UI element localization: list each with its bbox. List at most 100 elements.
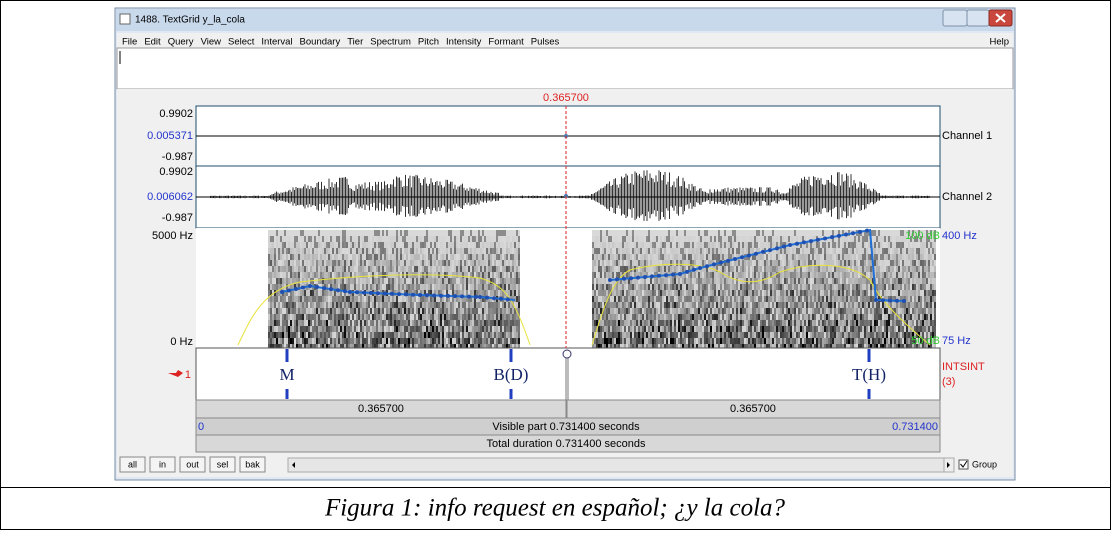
- spectrogram-cell: [646, 338, 648, 344]
- spectrogram-cell: [364, 314, 366, 320]
- spectrogram-cell: [722, 296, 724, 302]
- spectrogram-cell: [488, 320, 490, 326]
- spectrogram-cell: [338, 278, 340, 284]
- spectrogram-cell: [342, 266, 344, 272]
- spectrogram-cell: [670, 236, 672, 242]
- minimize-button[interactable]: [943, 10, 967, 26]
- spectrogram-cell: [498, 260, 500, 266]
- menu-item[interactable]: Intensity: [446, 37, 482, 48]
- spectrogram-cell: [616, 248, 618, 254]
- spectrogram-cell: [364, 284, 366, 290]
- spectrogram-cell: [402, 236, 404, 242]
- spectrogram-cell: [352, 230, 354, 236]
- maximize-button[interactable]: [967, 10, 989, 26]
- spectrogram-cell: [780, 254, 782, 260]
- spectrogram-cell: [428, 248, 430, 254]
- spectrogram-cell: [404, 260, 406, 266]
- spectrogram-cell: [298, 266, 300, 272]
- menu-item[interactable]: Query: [168, 37, 194, 48]
- spectrogram-cell: [722, 338, 724, 344]
- menu-item[interactable]: Select: [228, 37, 255, 48]
- spectrogram-cell: [710, 302, 712, 308]
- spectrogram-cell: [292, 290, 294, 296]
- menu-item[interactable]: Formant: [488, 37, 524, 48]
- spectrogram-cell: [708, 296, 710, 302]
- spectrogram-cell: [324, 332, 326, 338]
- spectrogram-cell: [420, 338, 422, 344]
- spectrogram-cell: [720, 302, 722, 308]
- menu-item[interactable]: Pitch: [418, 37, 439, 48]
- spectrogram-cell: [352, 242, 354, 248]
- menu-item[interactable]: Spectrum: [370, 37, 411, 48]
- spectrogram-cell: [326, 248, 328, 254]
- spectrogram-cell: [770, 260, 772, 266]
- spectrogram-cell: [410, 230, 412, 236]
- spectrogram-cell: [476, 242, 478, 248]
- spectrogram-cell: [282, 236, 284, 242]
- spectrogram-cell: [354, 296, 356, 302]
- spectrogram-cell: [366, 308, 368, 314]
- spectrogram-cell: [782, 254, 784, 260]
- spectrogram-cell: [726, 320, 728, 326]
- spectrogram-cell: [800, 290, 802, 296]
- spectrogram-cell: [724, 266, 726, 272]
- spectrogram-cell: [824, 290, 826, 296]
- menu-item[interactable]: View: [201, 37, 222, 48]
- spectrogram-cell: [602, 332, 604, 338]
- spectrogram-cell: [700, 326, 702, 332]
- spectrogram-cell: [286, 302, 288, 308]
- spectrogram-cell: [268, 284, 270, 290]
- menu-item[interactable]: Boundary: [300, 37, 341, 48]
- spectrogram-cell: [442, 236, 444, 242]
- spectrogram-cell: [460, 278, 462, 284]
- spectrogram-cell: [418, 320, 420, 326]
- spectrogram-cell: [364, 230, 366, 236]
- spectrogram-cell: [694, 272, 696, 278]
- spectrogram-cell: [826, 314, 828, 320]
- spectrogram-cell: [662, 320, 664, 326]
- spectrogram-cell: [738, 308, 740, 314]
- spectrogram-cell: [270, 320, 272, 326]
- spectrogram-cell: [758, 302, 760, 308]
- spectrogram-cell: [684, 278, 686, 284]
- spectrogram-cell: [740, 230, 742, 236]
- spectrogram-cell: [662, 248, 664, 254]
- menu-item[interactable]: Interval: [261, 37, 292, 48]
- menu-item[interactable]: File: [122, 37, 137, 48]
- spectrogram-cell: [312, 320, 314, 326]
- spectrogram-cell: [458, 320, 460, 326]
- spectrogram-cell: [496, 290, 498, 296]
- spectrogram-cell: [810, 320, 812, 326]
- spectrogram-cell: [474, 326, 476, 332]
- spectrogram-cell: [404, 308, 406, 314]
- spectrogram-cell: [804, 254, 806, 260]
- spectrogram-cell: [468, 230, 470, 236]
- text-field[interactable]: [117, 48, 1013, 89]
- menu-item[interactable]: Tier: [347, 37, 363, 48]
- spectrogram-cell: [338, 332, 340, 338]
- spectrogram-cell: [456, 230, 458, 236]
- spectrogram-cell: [710, 278, 712, 284]
- spectrogram-cell: [476, 260, 478, 266]
- spectrogram-cell: [360, 326, 362, 332]
- spectrogram-cell: [646, 260, 648, 266]
- spectrogram-cell: [616, 326, 618, 332]
- spectrogram-cell: [288, 242, 290, 248]
- menu-help[interactable]: Help: [989, 37, 1009, 48]
- spectrogram-cell: [366, 314, 368, 320]
- menu-item[interactable]: Edit: [144, 37, 161, 48]
- spectrogram-cell: [378, 332, 380, 338]
- menu-item[interactable]: Pulses: [531, 37, 560, 48]
- spectrogram-cell: [352, 302, 354, 308]
- spectrogram-cell: [738, 284, 740, 290]
- spectrogram-cell: [308, 236, 310, 242]
- spectrogram-cell: [342, 254, 344, 260]
- spectrogram-cell: [766, 236, 768, 242]
- spectrogram-cell: [494, 326, 496, 332]
- spectrogram-cell: [784, 278, 786, 284]
- spectrogram-cell: [374, 284, 376, 290]
- spectrogram-cell: [276, 230, 278, 236]
- spectrogram-cell: [272, 266, 274, 272]
- spectrogram-cell: [414, 242, 416, 248]
- spectrogram-cell: [752, 326, 754, 332]
